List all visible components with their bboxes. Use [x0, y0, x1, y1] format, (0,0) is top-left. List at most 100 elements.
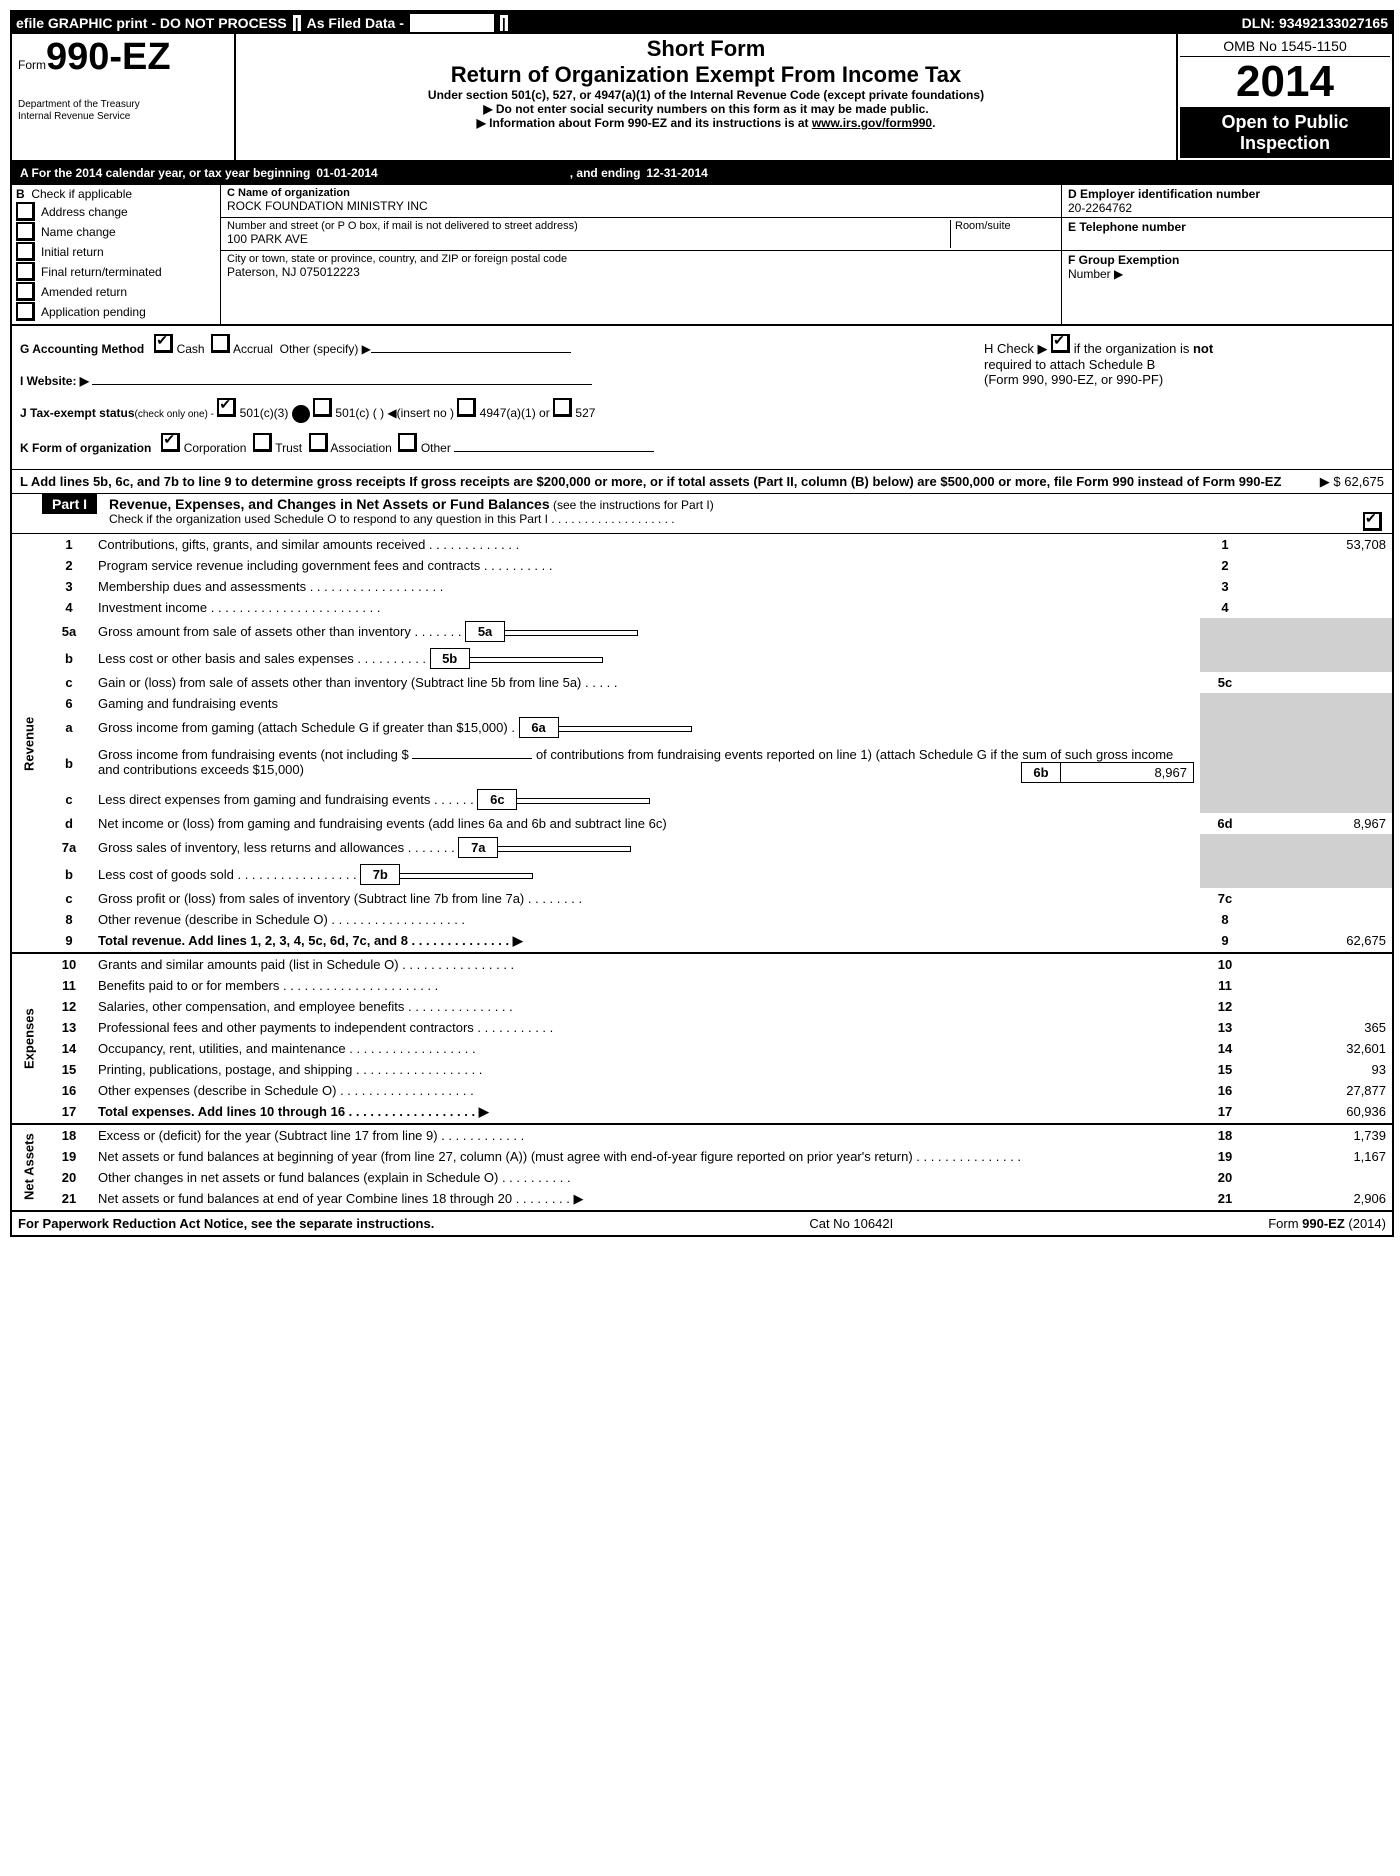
box-6c: 6c: [477, 789, 517, 810]
line-9: 9 Total revenue. Add lines 1, 2, 3, 4, 5…: [12, 930, 1392, 953]
lines-table: Revenue 1 Contributions, gifts, grants, …: [12, 534, 1392, 1210]
desc-2: Program service revenue including govern…: [92, 555, 1200, 576]
box-6a: 6a: [519, 717, 559, 738]
num-21: 21: [46, 1188, 92, 1210]
info-block: B Check if applicable Address change Nam…: [12, 185, 1392, 326]
chk-initial-return[interactable]: [16, 242, 35, 261]
chk-amended[interactable]: [16, 282, 35, 301]
chk-name-change[interactable]: [16, 222, 35, 241]
footer-form: 990-EZ: [1302, 1216, 1345, 1231]
line-5b: b Less cost or other basis and sales exp…: [12, 645, 1392, 672]
lbl-4947: 4947(a)(1) or: [480, 406, 550, 420]
line-17: 17 Total expenses. Add lines 10 through …: [12, 1101, 1392, 1124]
as-filed-label: As Filed Data -: [307, 15, 404, 31]
chk-assoc[interactable]: [309, 433, 328, 452]
chk-part1-schedo[interactable]: [1363, 512, 1382, 531]
lbl-501c: 501(c) ( ) ◀(insert no ): [335, 406, 454, 420]
footer-form-pre: Form: [1268, 1216, 1302, 1231]
chk-cash[interactable]: [154, 334, 173, 353]
boxval-6b: 8,967: [1061, 762, 1194, 783]
a-begin-date: 01-01-2014: [316, 166, 377, 180]
desc-5b: Less cost or other basis and sales expen…: [98, 651, 426, 666]
rval-4: [1250, 597, 1392, 618]
desc-21: Net assets or fund balances at end of ye…: [92, 1188, 1200, 1210]
desc-9: Total revenue. Add lines 1, 2, 3, 4, 5c,…: [92, 930, 1200, 953]
chk-501c[interactable]: [313, 398, 332, 417]
desc-7c: Gross profit or (loss) from sales of inv…: [92, 888, 1200, 909]
footer-form-post: (2014): [1345, 1216, 1386, 1231]
line-6d: d Net income or (loss) from gaming and f…: [12, 813, 1392, 834]
g-label: G Accounting Method: [20, 342, 144, 356]
line-14: 14 Occupancy, rent, utilities, and maint…: [12, 1038, 1392, 1059]
num-2: 2: [46, 555, 92, 576]
k-label: K Form of organization: [20, 441, 151, 455]
chk-other-org[interactable]: [398, 433, 417, 452]
j-label: J Tax-exempt status: [20, 406, 135, 420]
num-1: 1: [46, 534, 92, 555]
line-19: 19 Net assets or fund balances at beginn…: [12, 1146, 1392, 1167]
desc-11: Benefits paid to or for members . . . . …: [92, 975, 1200, 996]
chk-trust[interactable]: [253, 433, 272, 452]
desc-5c: Gain or (loss) from sale of assets other…: [92, 672, 1200, 693]
part1-title: Revenue, Expenses, and Changes in Net As…: [109, 496, 550, 512]
chk-corp[interactable]: [161, 433, 180, 452]
title-short-form: Short Form: [240, 36, 1172, 62]
chk-4947[interactable]: [457, 398, 476, 417]
a-mid: , and ending: [570, 166, 641, 180]
dept-treasury: Department of the Treasury: [18, 99, 228, 111]
line-4: 4 Investment income . . . . . . . . . . …: [12, 597, 1392, 618]
chk-h[interactable]: [1051, 334, 1070, 353]
box-5a: 5a: [465, 621, 505, 642]
a-end-date: 12-31-2014: [646, 166, 707, 180]
chk-pending[interactable]: [16, 302, 35, 321]
side-netassets: Net Assets: [12, 1124, 46, 1210]
boxval-7a: [498, 846, 631, 852]
l-arrow: ▶: [1320, 474, 1330, 489]
rnum-6d: 6d: [1200, 813, 1250, 834]
form-990ez: efile GRAPHIC print - DO NOT PROCESS | A…: [10, 10, 1394, 1237]
lbl-corp: Corporation: [184, 441, 247, 455]
chk-527[interactable]: [553, 398, 572, 417]
irs-link[interactable]: www.irs.gov/form990: [812, 116, 932, 130]
num-7c: c: [46, 888, 92, 909]
line-7b: b Less cost of goods sold . . . . . . . …: [12, 861, 1392, 888]
box-7a: 7a: [458, 837, 498, 858]
side-revenue: Revenue: [12, 534, 46, 953]
as-filed-input[interactable]: [410, 14, 494, 32]
num-8: 8: [46, 909, 92, 930]
num-4: 4: [46, 597, 92, 618]
num-5b: b: [46, 645, 92, 672]
chk-accrual[interactable]: [211, 334, 230, 353]
line-13: 13 Professional fees and other payments …: [12, 1017, 1392, 1038]
line-6: 6 Gaming and fundraising events: [12, 693, 1392, 714]
desc-14: Occupancy, rent, utilities, and maintena…: [92, 1038, 1200, 1059]
rval-6d: 8,967: [1250, 813, 1392, 834]
line-7c: c Gross profit or (loss) from sales of i…: [12, 888, 1392, 909]
desc-6b-1: Gross income from fundraising events (no…: [98, 747, 412, 762]
line-2: 2 Program service revenue including gove…: [12, 555, 1392, 576]
chk-501c3[interactable]: [217, 398, 236, 417]
part1-header: Part I Revenue, Expenses, and Changes in…: [12, 494, 1392, 534]
line-20: 20 Other changes in net assets or fund b…: [12, 1167, 1392, 1188]
form-number: 990-EZ: [46, 36, 171, 78]
a-text: A For the 2014 calendar year, or tax yea…: [20, 166, 310, 180]
num-6d: d: [46, 813, 92, 834]
line-1: Revenue 1 Contributions, gifts, grants, …: [12, 534, 1392, 555]
chk-address-change[interactable]: [16, 202, 35, 221]
c-city-label: City or town, state or province, country…: [227, 253, 1055, 265]
rnum-15: 15: [1200, 1059, 1250, 1080]
line-12: 12 Salaries, other compensation, and emp…: [12, 996, 1392, 1017]
chk-final[interactable]: [16, 262, 35, 281]
lbl-address-change: Address change: [41, 205, 128, 219]
lbl-pending: Application pending: [41, 305, 146, 319]
f-label2: Number ▶: [1068, 267, 1123, 281]
rval-1: 53,708: [1250, 534, 1392, 555]
desc-12: Salaries, other compensation, and employ…: [92, 996, 1200, 1017]
line-8: 8 Other revenue (describe in Schedule O)…: [12, 909, 1392, 930]
boxval-5a: [505, 630, 638, 636]
rval-21: 2,906: [1250, 1188, 1392, 1210]
rval-17: 60,936: [1250, 1101, 1392, 1124]
org-city: Paterson, NJ 075012223: [227, 265, 1055, 279]
num-12: 12: [46, 996, 92, 1017]
num-9: 9: [46, 930, 92, 953]
